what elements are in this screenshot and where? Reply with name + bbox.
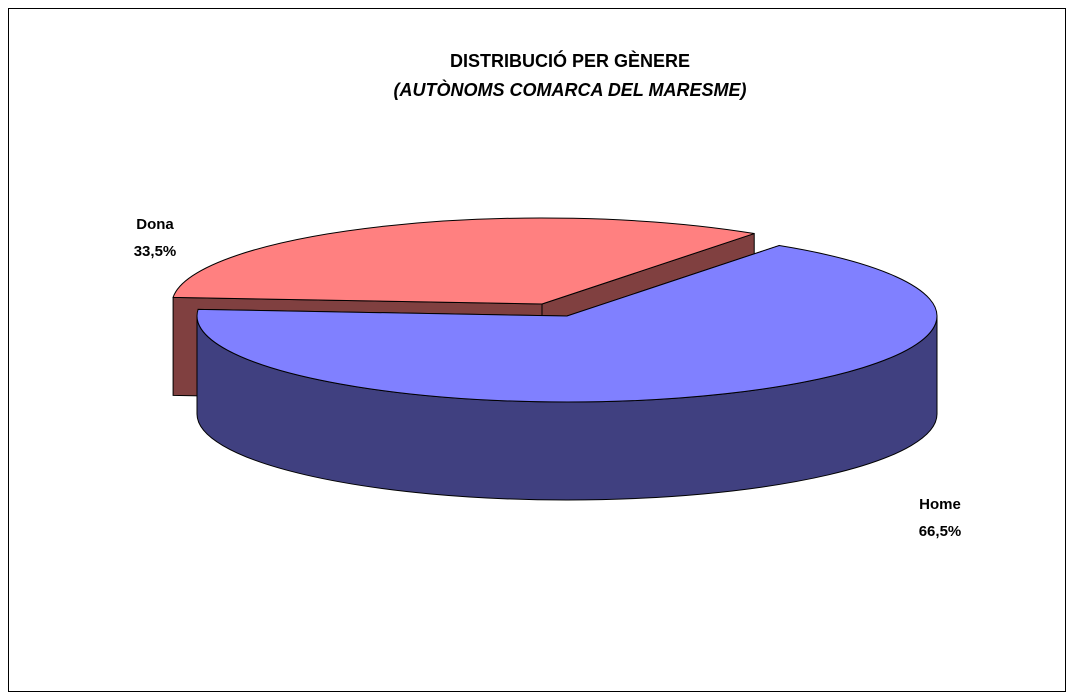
pie [172, 217, 938, 501]
slice-label: Dona [136, 216, 174, 233]
chart-title: DISTRIBUCIÓ PER GÈNERE [450, 50, 690, 71]
chart-subtitle: (AUTÒNOMS COMARCA DEL MARESME) [394, 79, 747, 100]
slice-value-label: 33,5% [134, 243, 177, 260]
slice-label: Home [919, 496, 961, 513]
slice-value-label: 66,5% [919, 523, 962, 540]
slice [196, 244, 938, 501]
slice-top [172, 217, 755, 305]
slice-top [196, 245, 938, 403]
